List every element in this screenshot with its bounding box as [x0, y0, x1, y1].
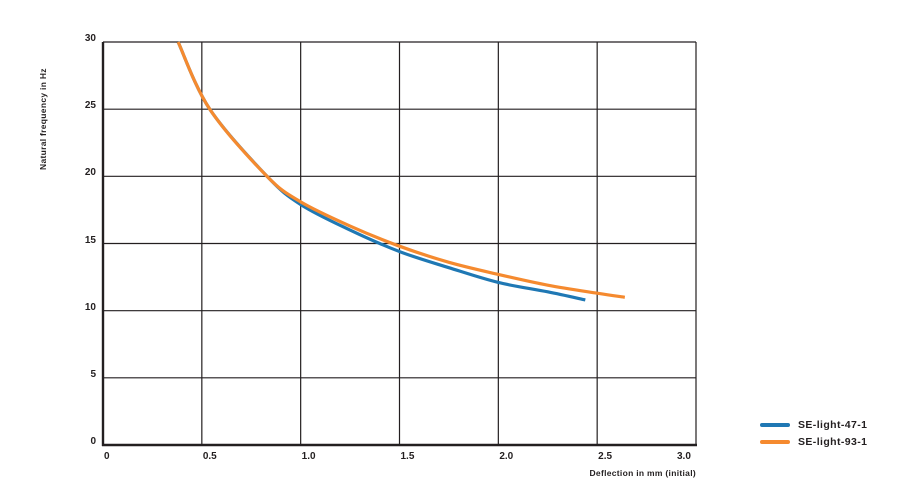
- legend: SE-light-47-1 SE-light-93-1: [760, 416, 867, 450]
- axes: [101, 42, 697, 447]
- series-line-0: [176, 41, 586, 302]
- y-axis-label: Natural frequency in Hz: [38, 68, 48, 170]
- y-tick-label: 5: [90, 368, 96, 380]
- y-tick-label: 25: [84, 100, 96, 112]
- series-line-1: [176, 41, 626, 299]
- legend-item-series-0: SE-light-47-1: [760, 416, 867, 433]
- legend-label: SE-light-47-1: [798, 418, 868, 431]
- x-tick-label: 2.0: [499, 451, 514, 462]
- x-axis-label: Deflection in mm (initial): [589, 468, 696, 478]
- x-tick-label: 2.5: [598, 451, 613, 462]
- y-axis-label-text: Natural frequency in Hz: [38, 68, 48, 170]
- x-tick-label: 1.5: [400, 451, 415, 462]
- y-tick-label: 10: [84, 301, 96, 313]
- y-tick-label: 15: [84, 234, 96, 246]
- legend-swatch-orange: [760, 439, 790, 444]
- x-tick-label: 0: [104, 451, 110, 462]
- x-tick-label: 3.0: [677, 451, 691, 462]
- grid-lines: [103, 41, 697, 445]
- y-tick-label: 0: [90, 436, 96, 447]
- y-tick-label: 30: [84, 33, 96, 44]
- legend-label: SE-light-93-1: [798, 435, 868, 448]
- legend-item-series-1: SE-light-93-1: [760, 433, 867, 450]
- x-tick-label: 0.5: [202, 451, 217, 462]
- data-lines: [176, 41, 626, 302]
- legend-swatch-blue: [760, 422, 790, 427]
- x-tick-label: 1.0: [301, 451, 316, 462]
- y-tick-label: 20: [84, 167, 96, 179]
